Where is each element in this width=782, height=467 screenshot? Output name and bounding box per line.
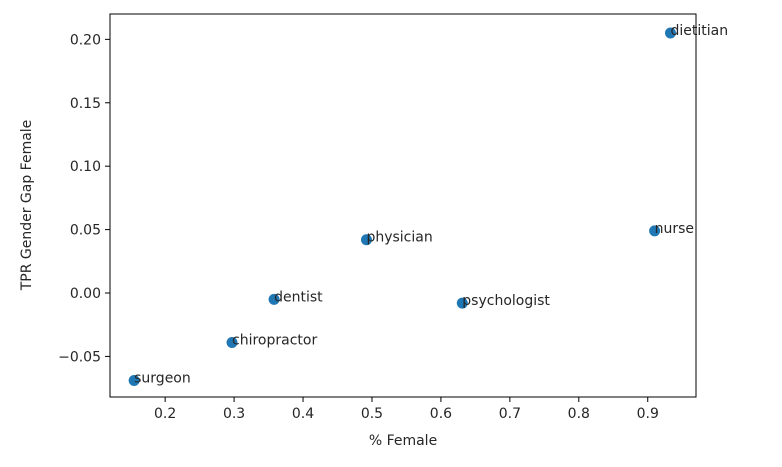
data-point (664, 27, 676, 39)
data-point-label: dentist (274, 289, 323, 305)
data-point-label: physician (366, 230, 432, 246)
data-point (456, 297, 468, 309)
data-point-label: chiropractor (232, 332, 317, 348)
x-tick-label: 0.9 (637, 406, 659, 422)
data-point-label: dietitian (670, 23, 728, 39)
x-tick-label: 0.7 (499, 406, 521, 422)
y-tick-label: 0.10 (70, 159, 101, 175)
y-axis-label: TPR Gender Gap Female (19, 120, 35, 292)
y-tick-label: −0.05 (58, 349, 101, 365)
y-tick-label: 0.15 (70, 96, 101, 112)
x-tick-label: 0.3 (223, 406, 245, 422)
x-axis-label: % Female (369, 433, 437, 449)
plot-frame (109, 13, 697, 398)
plot-area: 0.2 0.3 0.4 0.5 0.6 0.7 0.8 0.9 −0.05 0.00 0.05 0.1… (58, 23, 728, 422)
y-tick-label: 0.20 (70, 32, 101, 48)
data-point-label: nurse (655, 221, 694, 237)
y-tick-label: 0.05 (70, 223, 101, 239)
data-point (649, 225, 661, 237)
data-point-label: surgeon (134, 371, 191, 387)
data-point (128, 375, 140, 387)
data-point (226, 336, 238, 348)
y-tick-label: 0.00 (70, 286, 101, 302)
x-tick-label: 0.4 (292, 406, 314, 422)
data-point (360, 234, 372, 246)
x-tick-label: 0.2 (154, 406, 176, 422)
x-tick-label: 0.5 (361, 406, 383, 422)
x-tick-label: 0.8 (568, 406, 590, 422)
x-tick-label: 0.6 (430, 406, 452, 422)
data-point-label: psychologist (462, 293, 550, 309)
data-point (268, 293, 280, 305)
